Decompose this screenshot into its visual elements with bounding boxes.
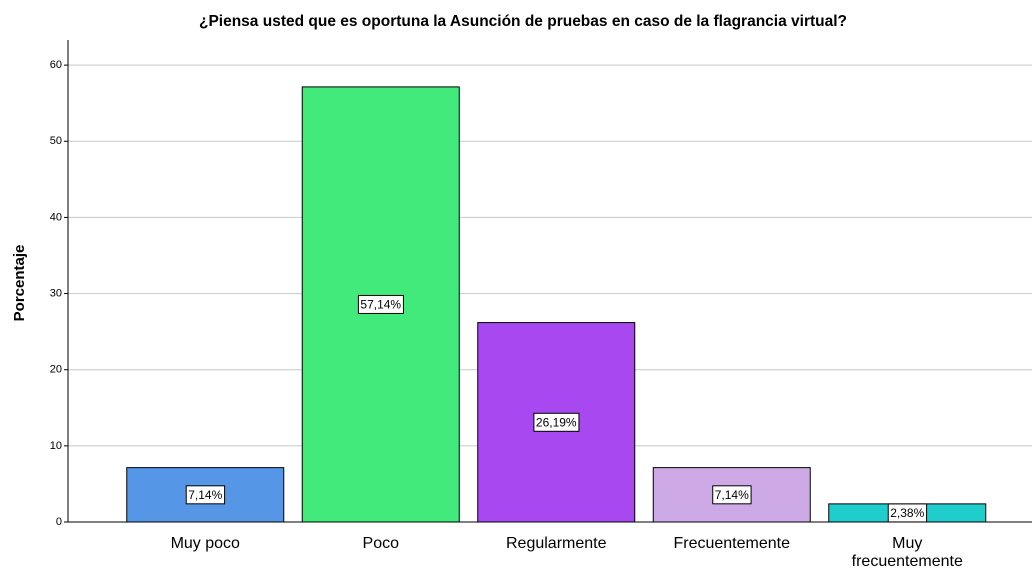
- data-label: 26,19%: [536, 415, 577, 429]
- x-tick-label: Muy frecuentemente: [851, 535, 963, 570]
- data-label: 7,14%: [188, 488, 222, 502]
- data-label-box: [712, 485, 752, 505]
- y-tick-label: 50: [50, 135, 62, 147]
- x-tick-label: Muy poco: [170, 535, 240, 552]
- y-tick-label: 30: [50, 287, 62, 299]
- chart-title: ¿Piensa usted que es oportuna la Asunció…: [199, 13, 847, 30]
- data-label-box: [185, 485, 226, 505]
- y-axis-title: Porcentaje: [11, 245, 28, 322]
- data-label: 2,38%: [890, 506, 924, 520]
- y-tick-label: 10: [50, 440, 62, 452]
- data-label: 57,14%: [360, 298, 401, 312]
- data-label-box: [887, 503, 928, 523]
- y-tick-label: 0: [56, 516, 62, 528]
- data-label: 7,14%: [715, 488, 749, 502]
- x-tick-label: Poco: [362, 535, 399, 552]
- data-label-box: [533, 412, 580, 432]
- data-label-box: [357, 294, 404, 314]
- y-tick-label: 40: [50, 211, 62, 223]
- y-tick-label: 60: [50, 59, 62, 71]
- x-tick-label: Regularmente: [506, 535, 607, 552]
- x-tick-label: Frecuentemente: [673, 535, 790, 552]
- y-tick-label: 20: [50, 364, 62, 376]
